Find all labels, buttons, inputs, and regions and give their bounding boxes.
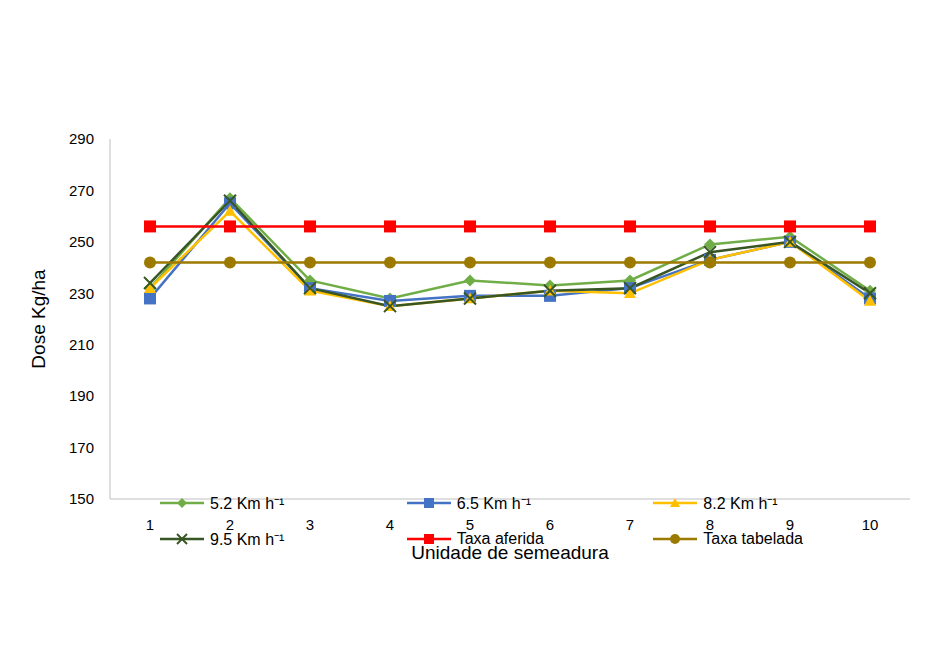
svg-text:190: 190	[69, 387, 94, 404]
svg-text:6: 6	[546, 516, 554, 533]
html-text:9.5 Km h⁻¹: 9.5 Km h⁻¹	[210, 531, 285, 548]
html-text:5.2 Km h⁻¹: 5.2 Km h⁻¹	[210, 495, 285, 512]
svg-text:170: 170	[69, 439, 94, 456]
svg-text:5: 5	[466, 516, 474, 533]
svg-text:270: 270	[69, 182, 94, 199]
svg-text:3: 3	[306, 516, 314, 533]
svg-text:Dose Kg/ha: Dose Kg/ha	[28, 269, 49, 369]
html-text:6.5 Km h⁻¹: 6.5 Km h⁻¹	[456, 495, 531, 512]
svg-text:290: 290	[69, 130, 94, 147]
svg-text:150: 150	[69, 490, 94, 507]
svg-text:4: 4	[386, 516, 394, 533]
svg-text:230: 230	[69, 285, 94, 302]
html-text:Taxa aferida: Taxa aferida	[456, 530, 544, 547]
svg-text:Unidade de semeadura: Unidade de semeadura	[411, 542, 609, 563]
svg-text:9: 9	[786, 516, 794, 533]
svg-text:210: 210	[69, 336, 94, 353]
svg-text:10: 10	[862, 516, 879, 533]
svg-text:2: 2	[226, 516, 234, 533]
svg-text:1: 1	[146, 516, 154, 533]
svg-text:8: 8	[706, 516, 714, 533]
svg-text:250: 250	[69, 233, 94, 250]
svg-text:7: 7	[626, 516, 634, 533]
html-text:Taxa tabelada: Taxa tabelada	[703, 530, 803, 547]
html-text:8.2 Km h⁻¹: 8.2 Km h⁻¹	[703, 495, 778, 512]
